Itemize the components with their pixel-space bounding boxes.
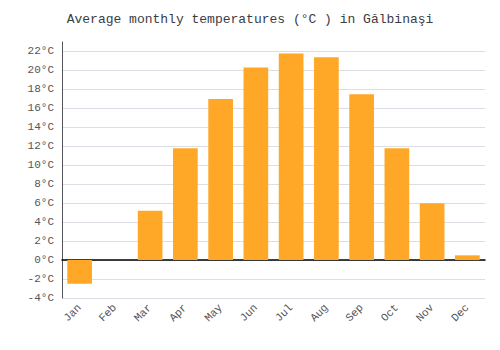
svg-text:-2°C: -2°C <box>28 273 55 285</box>
svg-text:14°C: 14°C <box>28 121 55 133</box>
svg-text:Oct: Oct <box>379 302 401 324</box>
svg-text:Sep: Sep <box>343 302 365 324</box>
svg-text:May: May <box>202 301 225 324</box>
svg-text:-4°C: -4°C <box>28 292 55 304</box>
svg-text:20°C: 20°C <box>28 64 55 76</box>
svg-text:Apr: Apr <box>167 302 189 324</box>
svg-text:Jul: Jul <box>273 302 295 324</box>
svg-text:Aug: Aug <box>308 302 330 324</box>
svg-text:0°C: 0°C <box>34 254 54 266</box>
svg-text:22°C: 22°C <box>28 45 55 57</box>
svg-text:Average monthly temperatures (: Average monthly temperatures (°C ) in Gă… <box>67 12 434 27</box>
svg-text:Jun: Jun <box>238 302 260 324</box>
svg-text:12°C: 12°C <box>28 140 55 152</box>
svg-text:Nov: Nov <box>414 301 437 324</box>
svg-text:16°C: 16°C <box>28 102 55 114</box>
svg-text:2°C: 2°C <box>34 235 54 247</box>
svg-text:Mar: Mar <box>132 302 154 324</box>
svg-text:Jan: Jan <box>61 302 83 324</box>
svg-text:Feb: Feb <box>97 302 119 324</box>
svg-text:8°C: 8°C <box>34 178 54 190</box>
svg-text:Dec: Dec <box>449 302 471 324</box>
svg-text:18°C: 18°C <box>28 83 55 95</box>
svg-text:10°C: 10°C <box>28 159 55 171</box>
svg-text:4°C: 4°C <box>34 216 54 228</box>
svg-text:6°C: 6°C <box>34 197 54 209</box>
